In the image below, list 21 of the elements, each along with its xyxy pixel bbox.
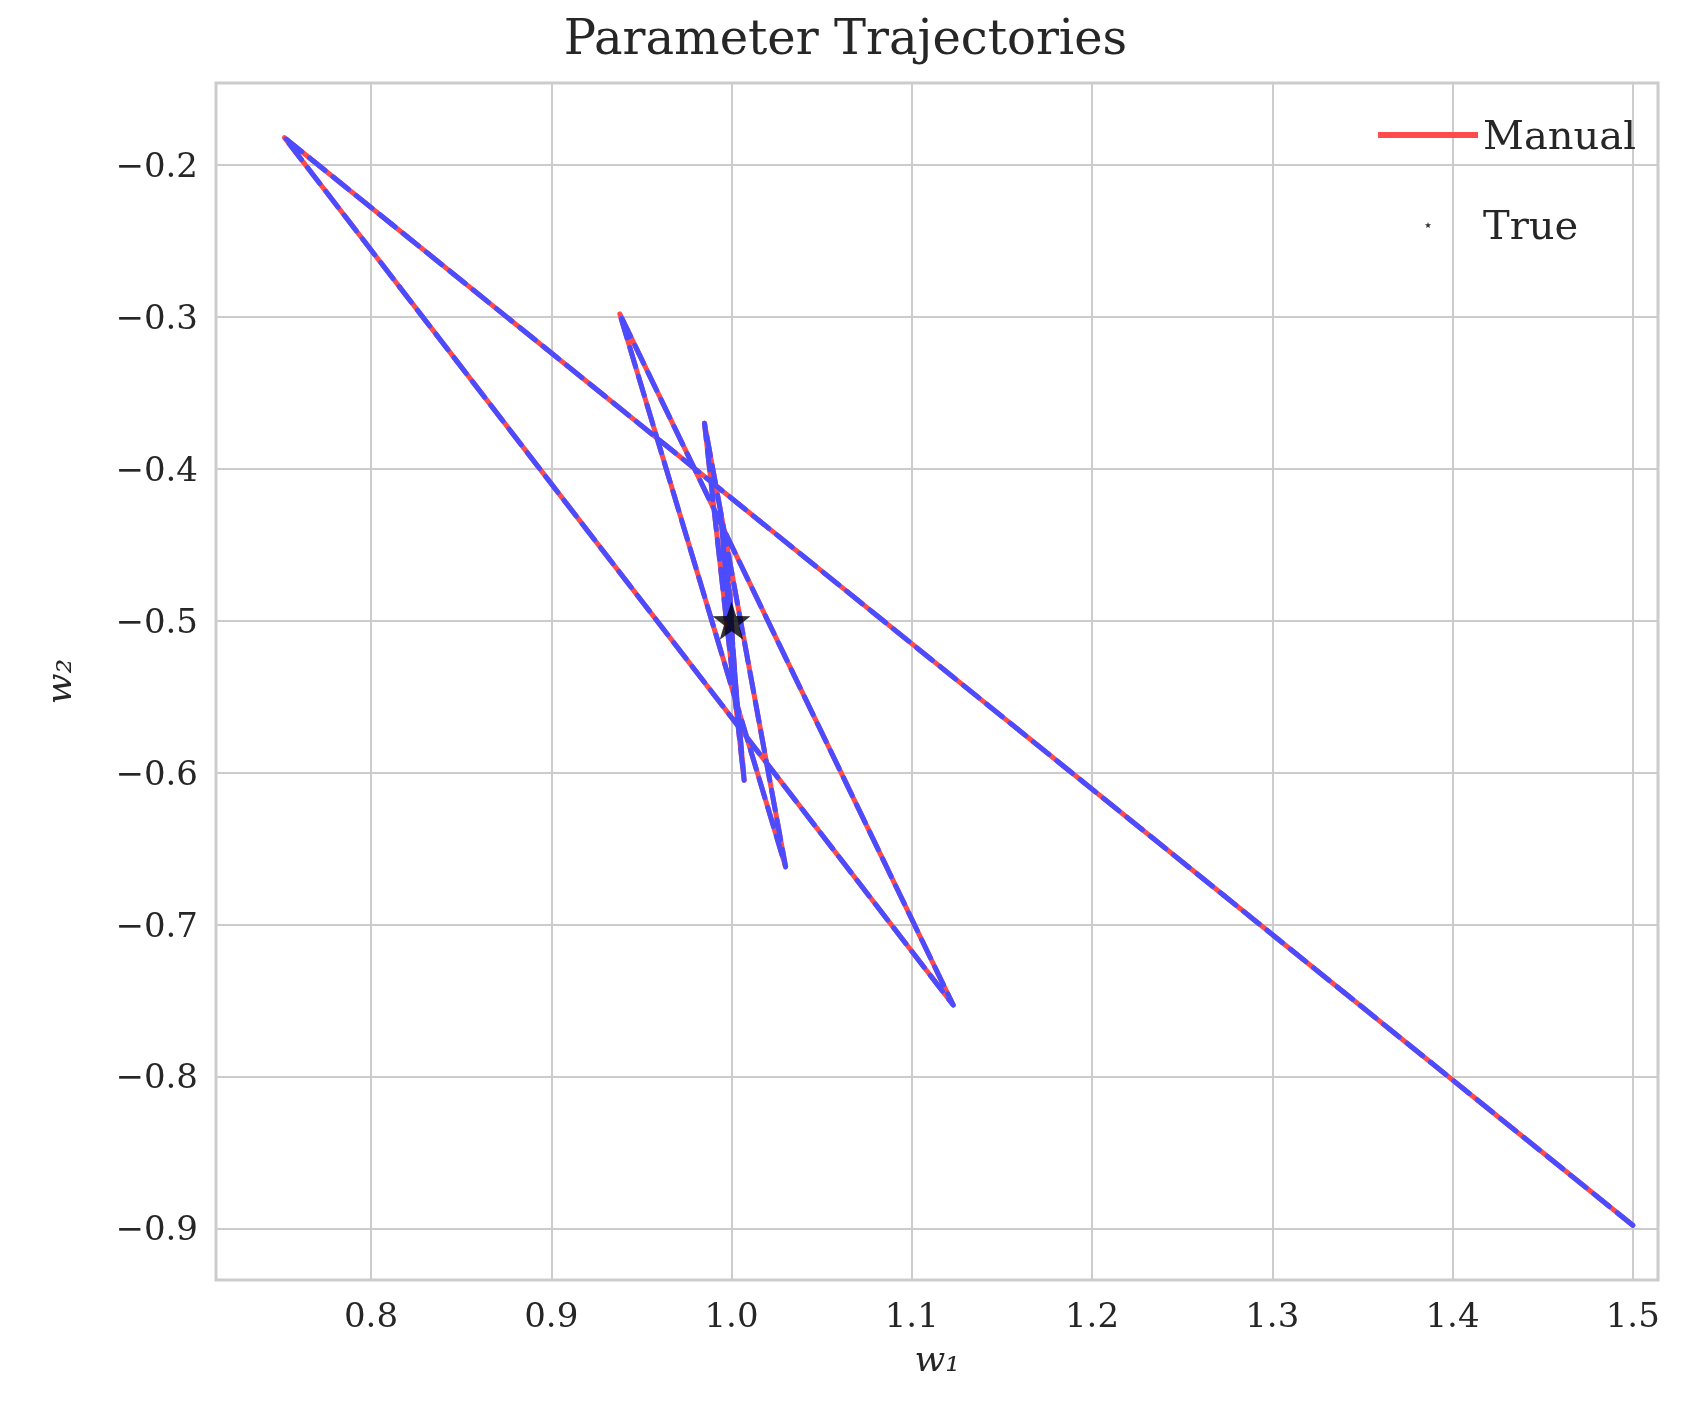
y-tick-label: −0.2 [115,145,198,186]
y-axis-title: w₂ [37,658,79,705]
y-tick-label: −0.8 [115,1056,198,1097]
y-tick-label: −0.3 [115,296,198,337]
x-tick-label: 1.3 [1245,1295,1300,1335]
chart-title: Parameter Trajectories [563,9,1128,65]
x-tick-label: 1.0 [704,1295,759,1335]
x-tick-label: 0.8 [343,1295,399,1335]
x-tick-label: 1.2 [1064,1295,1120,1335]
y-tick-label: −0.7 [115,904,198,945]
x-tick-label: 0.9 [524,1295,579,1335]
x-tick-label: 1.1 [884,1295,939,1335]
legend-label: Manual [1483,112,1636,158]
x-tick-label: 1.4 [1425,1295,1480,1335]
x-tick-label: 1.5 [1605,1295,1660,1335]
y-tick-label: −0.9 [115,1208,198,1249]
y-tick-label: −0.4 [115,448,198,489]
y-tick-label: −0.5 [115,600,198,641]
x-axis-title: w₁ [914,1337,960,1379]
y-tick-label: −0.6 [115,752,198,793]
legend-label: True [1483,202,1579,248]
